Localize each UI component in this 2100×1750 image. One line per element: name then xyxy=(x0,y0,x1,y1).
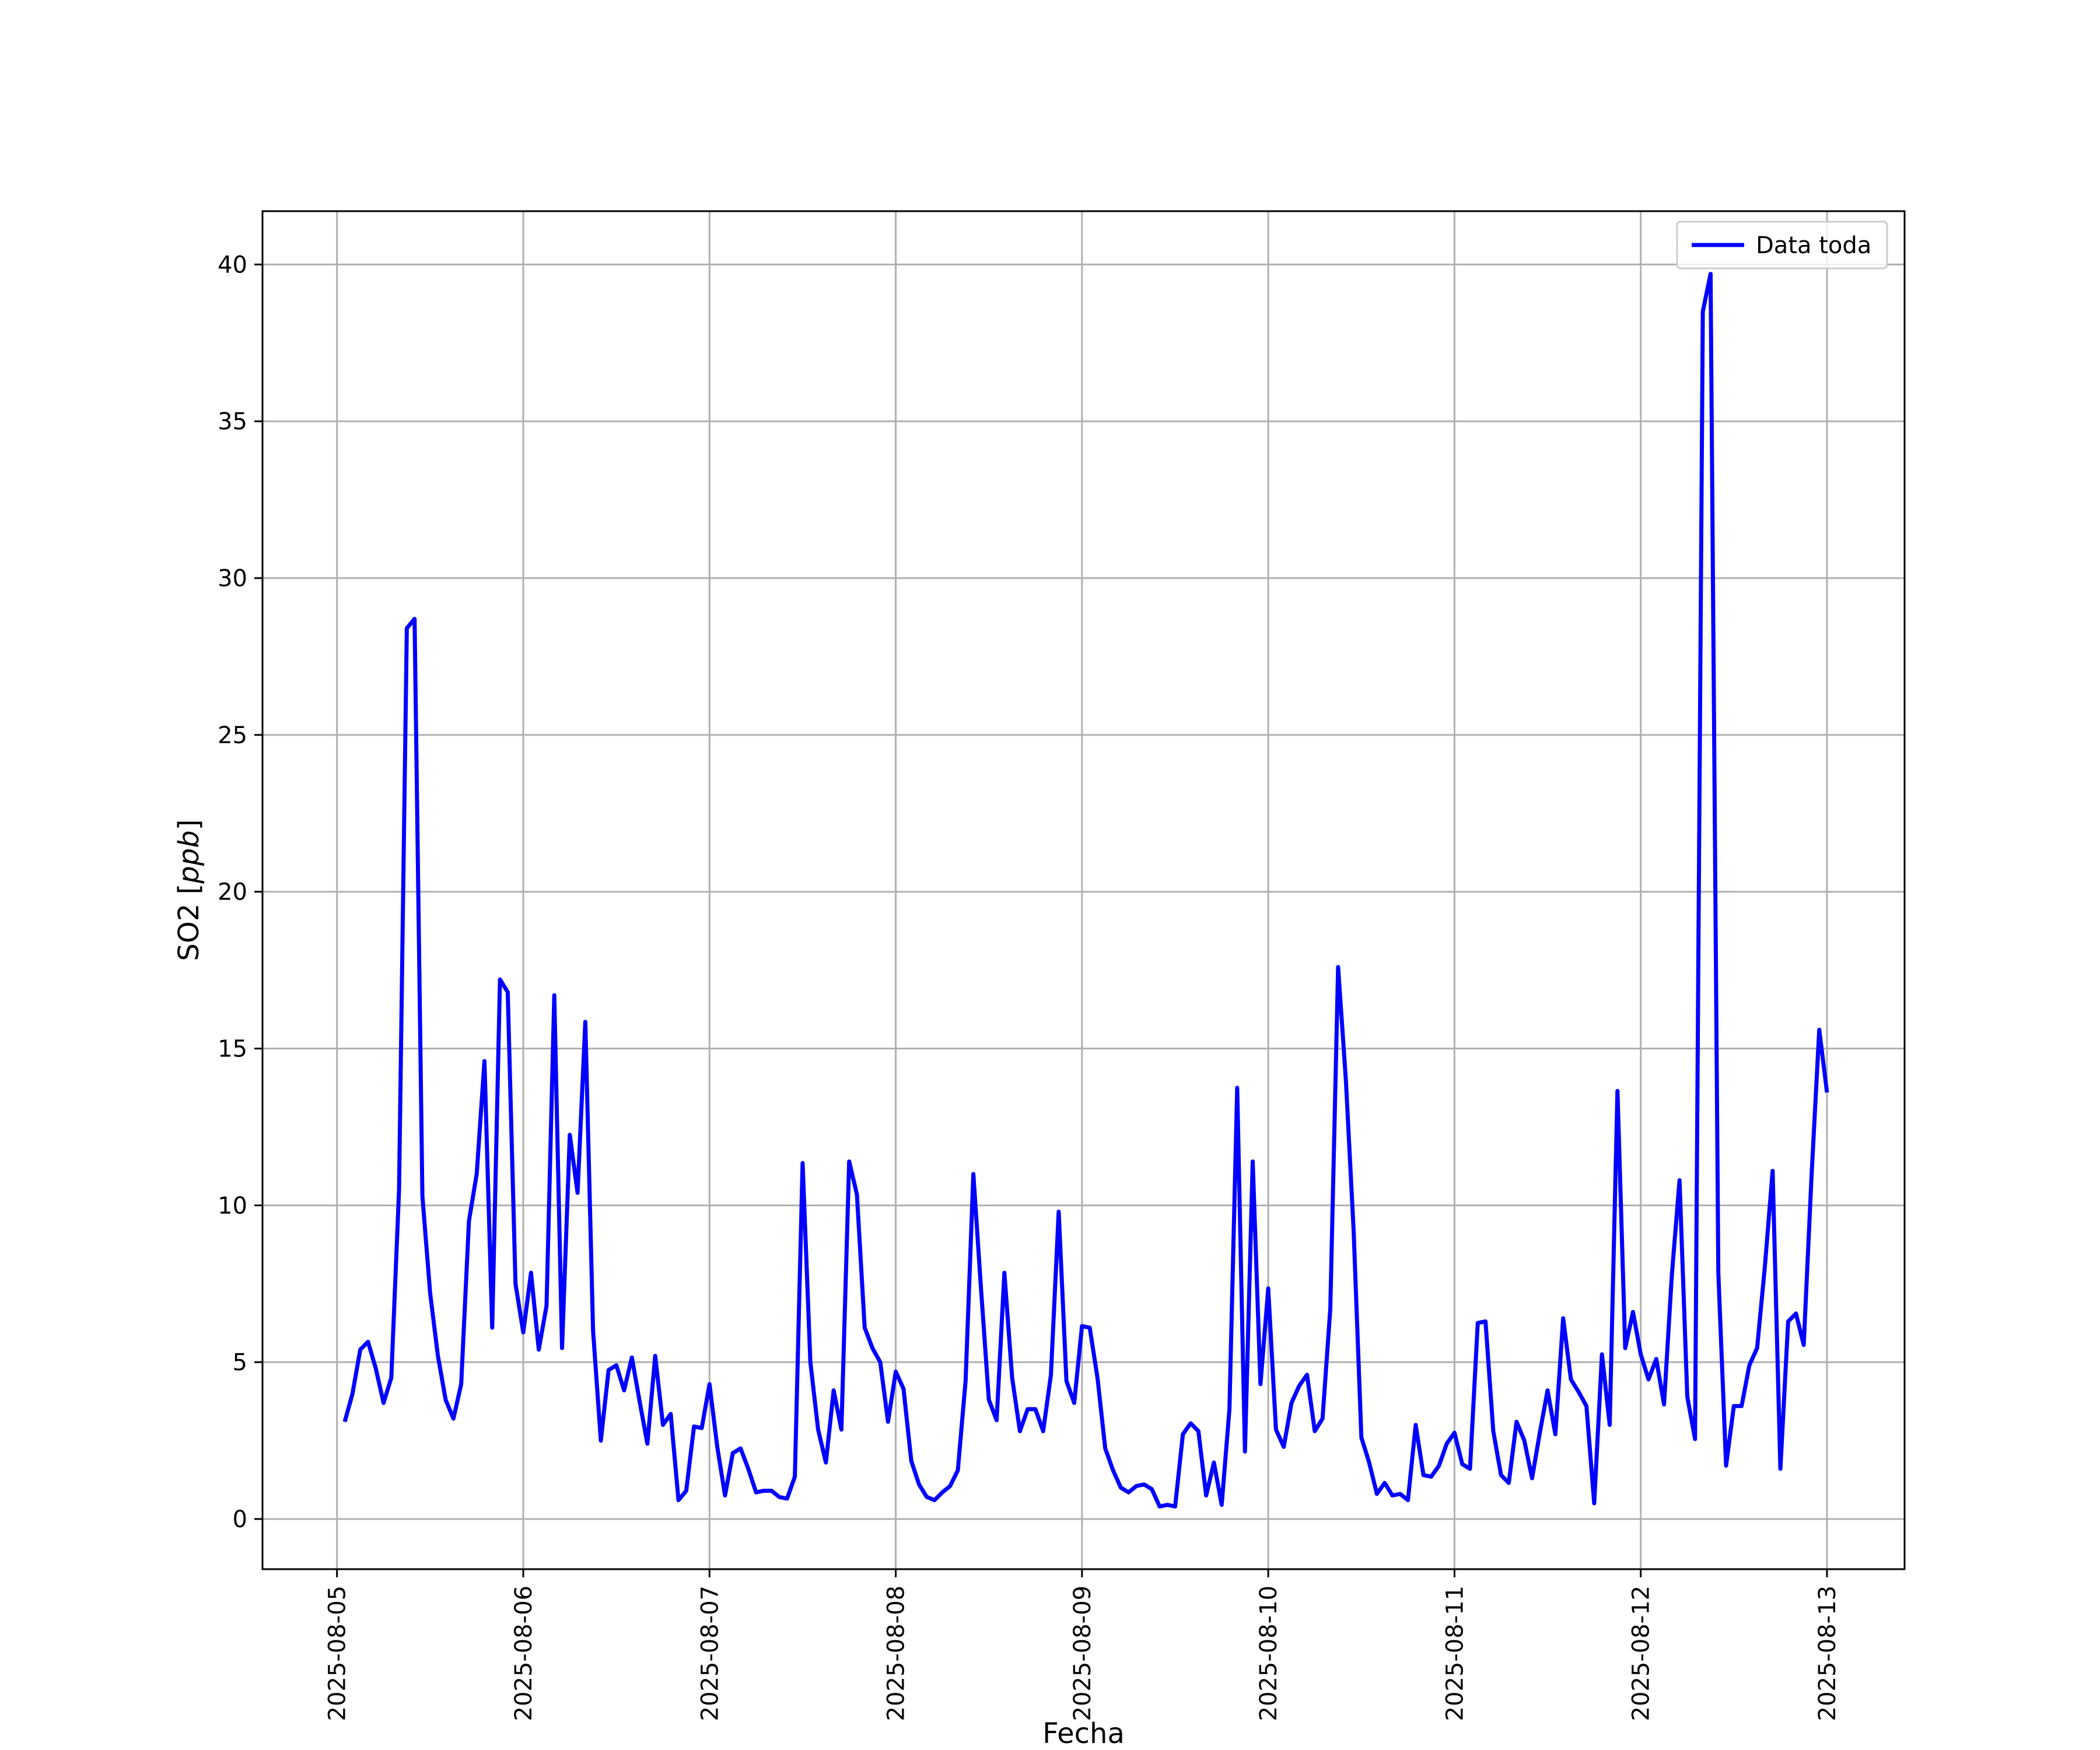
x-axis-label: Fecha xyxy=(1042,1717,1125,1750)
y-axis-label-main: SO2 [ xyxy=(173,884,205,961)
y-tick-label-20: 20 xyxy=(218,879,247,906)
x-tick-label-2025-08-13: 2025-08-13 xyxy=(1814,1586,1841,1721)
y-tick-label-5: 5 xyxy=(233,1349,247,1376)
y-tick-labels: 0 5 10 15 20 25 30 35 40 xyxy=(218,251,247,1533)
y-axis-label-close: ] xyxy=(173,820,205,831)
y-tick-label-15: 15 xyxy=(218,1036,247,1063)
series-line-data-toda xyxy=(342,272,1829,1508)
series-layer xyxy=(342,272,1829,1508)
legend-label-data-toda: Data toda xyxy=(1756,232,1871,259)
x-tick-label-2025-08-06: 2025-08-06 xyxy=(510,1586,537,1721)
y-tick-label-10: 10 xyxy=(218,1192,247,1219)
x-tick-label-2025-08-05: 2025-08-05 xyxy=(324,1586,351,1721)
y-tick-label-35: 35 xyxy=(218,408,247,435)
y-tick-label-30: 30 xyxy=(218,565,247,592)
x-tick-label-2025-08-12: 2025-08-12 xyxy=(1628,1586,1655,1721)
x-tick-label-2025-08-10: 2025-08-10 xyxy=(1255,1586,1282,1721)
y-tick-label-0: 0 xyxy=(233,1506,247,1533)
legend: Data toda xyxy=(1676,220,1888,270)
x-tick-label-2025-08-09: 2025-08-09 xyxy=(1069,1586,1096,1721)
x-tick-label-2025-08-08: 2025-08-08 xyxy=(883,1586,910,1721)
y-axis-label-unit: ppb xyxy=(173,830,205,884)
y-tick-label-25: 25 xyxy=(218,722,247,749)
grid-lines xyxy=(262,211,1905,1569)
y-axis-label: SO2 [ppb] xyxy=(173,820,205,961)
x-tick-label-2025-08-07: 2025-08-07 xyxy=(696,1586,723,1721)
x-tick-label-2025-08-11: 2025-08-11 xyxy=(1441,1586,1468,1721)
plot-area-frame xyxy=(261,210,1906,1570)
y-tick-label-40: 40 xyxy=(218,251,247,278)
x-tick-labels: 2025-08-05 2025-08-06 2025-08-07 2025-08-08… xyxy=(324,1586,1841,1721)
axis-ticks xyxy=(254,263,1828,1577)
legend-box xyxy=(1676,220,1888,270)
